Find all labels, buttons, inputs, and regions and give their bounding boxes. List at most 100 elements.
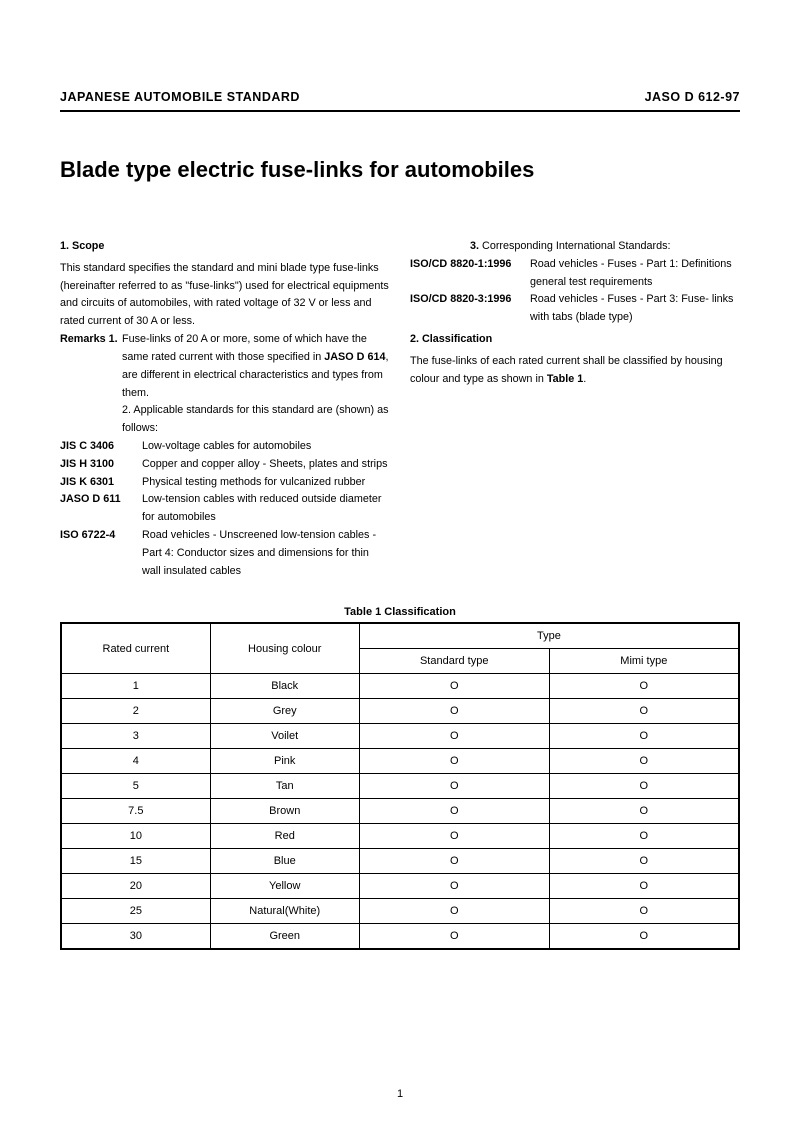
table-row: 10RedOO	[61, 824, 739, 849]
classification-table: Rated current Housing colour Type Standa…	[60, 622, 740, 950]
table-body: 1BlackOO2GreyOO3VoiletOO4PinkOO5TanOO7.5…	[61, 674, 739, 950]
table-cell: O	[549, 749, 739, 774]
standard-code: JIS H 3100	[60, 456, 142, 474]
table-cell: O	[359, 899, 549, 924]
table-cell: Blue	[210, 849, 359, 874]
table-cell: O	[359, 924, 549, 950]
table-cell: Pink	[210, 749, 359, 774]
table-cell: O	[549, 874, 739, 899]
table-cell: Grey	[210, 699, 359, 724]
table-cell: Natural(White)	[210, 899, 359, 924]
table-cell: O	[359, 724, 549, 749]
intl-text: Corresponding International Standards:	[479, 240, 670, 252]
intl-standards-head: 3. Corresponding International Standards…	[410, 238, 740, 256]
standard-desc: Road vehicles - Unscreened low-tension c…	[142, 527, 390, 580]
remark-1-bold: JASO D 614	[324, 351, 385, 363]
table-cell: O	[359, 849, 549, 874]
table-cell: Brown	[210, 799, 359, 824]
th-housing-colour: Housing colour	[210, 623, 359, 674]
body-columns: 1. Scope This standard specifies the sta…	[60, 238, 740, 580]
table-cell: 15	[61, 849, 210, 874]
page-number: 1	[0, 1088, 800, 1100]
table-row: 15BlueOO	[61, 849, 739, 874]
table-cell: Red	[210, 824, 359, 849]
section-2-head: 2. Classification	[410, 331, 740, 349]
table-cell: 5	[61, 774, 210, 799]
table-cell: 3	[61, 724, 210, 749]
standard-row: JIS H 3100Copper and copper alloy - Shee…	[60, 456, 390, 474]
th-rated-current: Rated current	[61, 623, 210, 674]
table-cell: O	[549, 774, 739, 799]
table-cell: O	[359, 674, 549, 699]
table-head: Rated current Housing colour Type Standa…	[61, 623, 739, 674]
table-cell: O	[549, 699, 739, 724]
table-cell: O	[359, 699, 549, 724]
table-cell: Tan	[210, 774, 359, 799]
left-column: 1. Scope This standard specifies the sta…	[60, 238, 390, 580]
document-title: Blade type electric fuse-links for autom…	[60, 157, 740, 183]
table-cell: O	[549, 849, 739, 874]
table-caption: Table 1 Classification	[60, 606, 740, 618]
standard-code: JIS C 3406	[60, 438, 142, 456]
table-row: 2GreyOO	[61, 699, 739, 724]
standard-code: ISO 6722-4	[60, 527, 142, 580]
section-2-body: The fuse-links of each rated current sha…	[410, 353, 740, 389]
section-1-body: This standard specifies the standard and…	[60, 260, 390, 331]
standard-desc: Low-voltage cables for automobiles	[142, 438, 390, 456]
remarks-block: Remarks 1. Fuse-links of 20 A or more, s…	[60, 331, 390, 438]
th-type: Type	[359, 623, 739, 649]
table-cell: 7.5	[61, 799, 210, 824]
table-cell: 20	[61, 874, 210, 899]
right-column: 3. Corresponding International Standards…	[410, 238, 740, 580]
table-cell: 10	[61, 824, 210, 849]
document-page: JAPANESE AUTOMOBILE STANDARD JASO D 612-…	[0, 0, 800, 1132]
intl-standard-row: ISO/CD 8820-3:1996Road vehicles - Fuses …	[410, 291, 740, 327]
section-1-head: 1. Scope	[60, 238, 390, 256]
table-cell: O	[549, 799, 739, 824]
remarks-body: Fuse-links of 20 A or more, some of whic…	[122, 331, 390, 438]
section-2-tail: .	[583, 373, 586, 385]
page-header: JAPANESE AUTOMOBILE STANDARD JASO D 612-…	[60, 90, 740, 104]
table-row: 1BlackOO	[61, 674, 739, 699]
table-cell: O	[549, 824, 739, 849]
standard-row: JASO D 611Low-tension cables with reduce…	[60, 491, 390, 527]
table-cell: O	[549, 899, 739, 924]
standard-desc: Physical testing methods for vulcanized …	[142, 474, 390, 492]
standard-row: ISO 6722-4Road vehicles - Unscreened low…	[60, 527, 390, 580]
intl-standards-list: ISO/CD 8820-1:1996Road vehicles - Fuses …	[410, 256, 740, 327]
table-cell: O	[359, 799, 549, 824]
intl-standard-desc: Road vehicles - Fuses - Part 1: Definiti…	[530, 256, 740, 292]
applicable-standards-list: JIS C 3406Low-voltage cables for automob…	[60, 438, 390, 581]
table-cell: 4	[61, 749, 210, 774]
standard-row: JIS C 3406Low-voltage cables for automob…	[60, 438, 390, 456]
table-cell: O	[359, 824, 549, 849]
table-cell: Green	[210, 924, 359, 950]
table-row: 4PinkOO	[61, 749, 739, 774]
table-cell: Yellow	[210, 874, 359, 899]
header-right: JASO D 612-97	[645, 90, 740, 104]
header-rule	[60, 110, 740, 112]
intl-standard-desc: Road vehicles - Fuses - Part 3: Fuse- li…	[530, 291, 740, 327]
table-cell: O	[359, 874, 549, 899]
table-cell: O	[549, 724, 739, 749]
table-cell: 2	[61, 699, 210, 724]
table-cell: Black	[210, 674, 359, 699]
standard-desc: Copper and copper alloy - Sheets, plates…	[142, 456, 390, 474]
remarks-label: Remarks 1.	[60, 331, 122, 438]
table-row: 25Natural(White)OO	[61, 899, 739, 924]
header-left: JAPANESE AUTOMOBILE STANDARD	[60, 90, 300, 104]
table-row: 3VoiletOO	[61, 724, 739, 749]
table-cell: 25	[61, 899, 210, 924]
th-standard-type: Standard type	[359, 649, 549, 674]
intl-standard-code: ISO/CD 8820-3:1996	[410, 291, 530, 327]
standard-desc: Low-tension cables with reduced outside …	[142, 491, 390, 527]
table-cell: O	[549, 674, 739, 699]
table-cell: 1	[61, 674, 210, 699]
table-row: 20YellowOO	[61, 874, 739, 899]
intl-num: 3.	[470, 240, 479, 252]
remark-2: 2. Applicable standards for this standar…	[122, 402, 390, 438]
table-cell: 30	[61, 924, 210, 950]
table-row: 7.5BrownOO	[61, 799, 739, 824]
standard-code: JIS K 6301	[60, 474, 142, 492]
table-row: 5TanOO	[61, 774, 739, 799]
